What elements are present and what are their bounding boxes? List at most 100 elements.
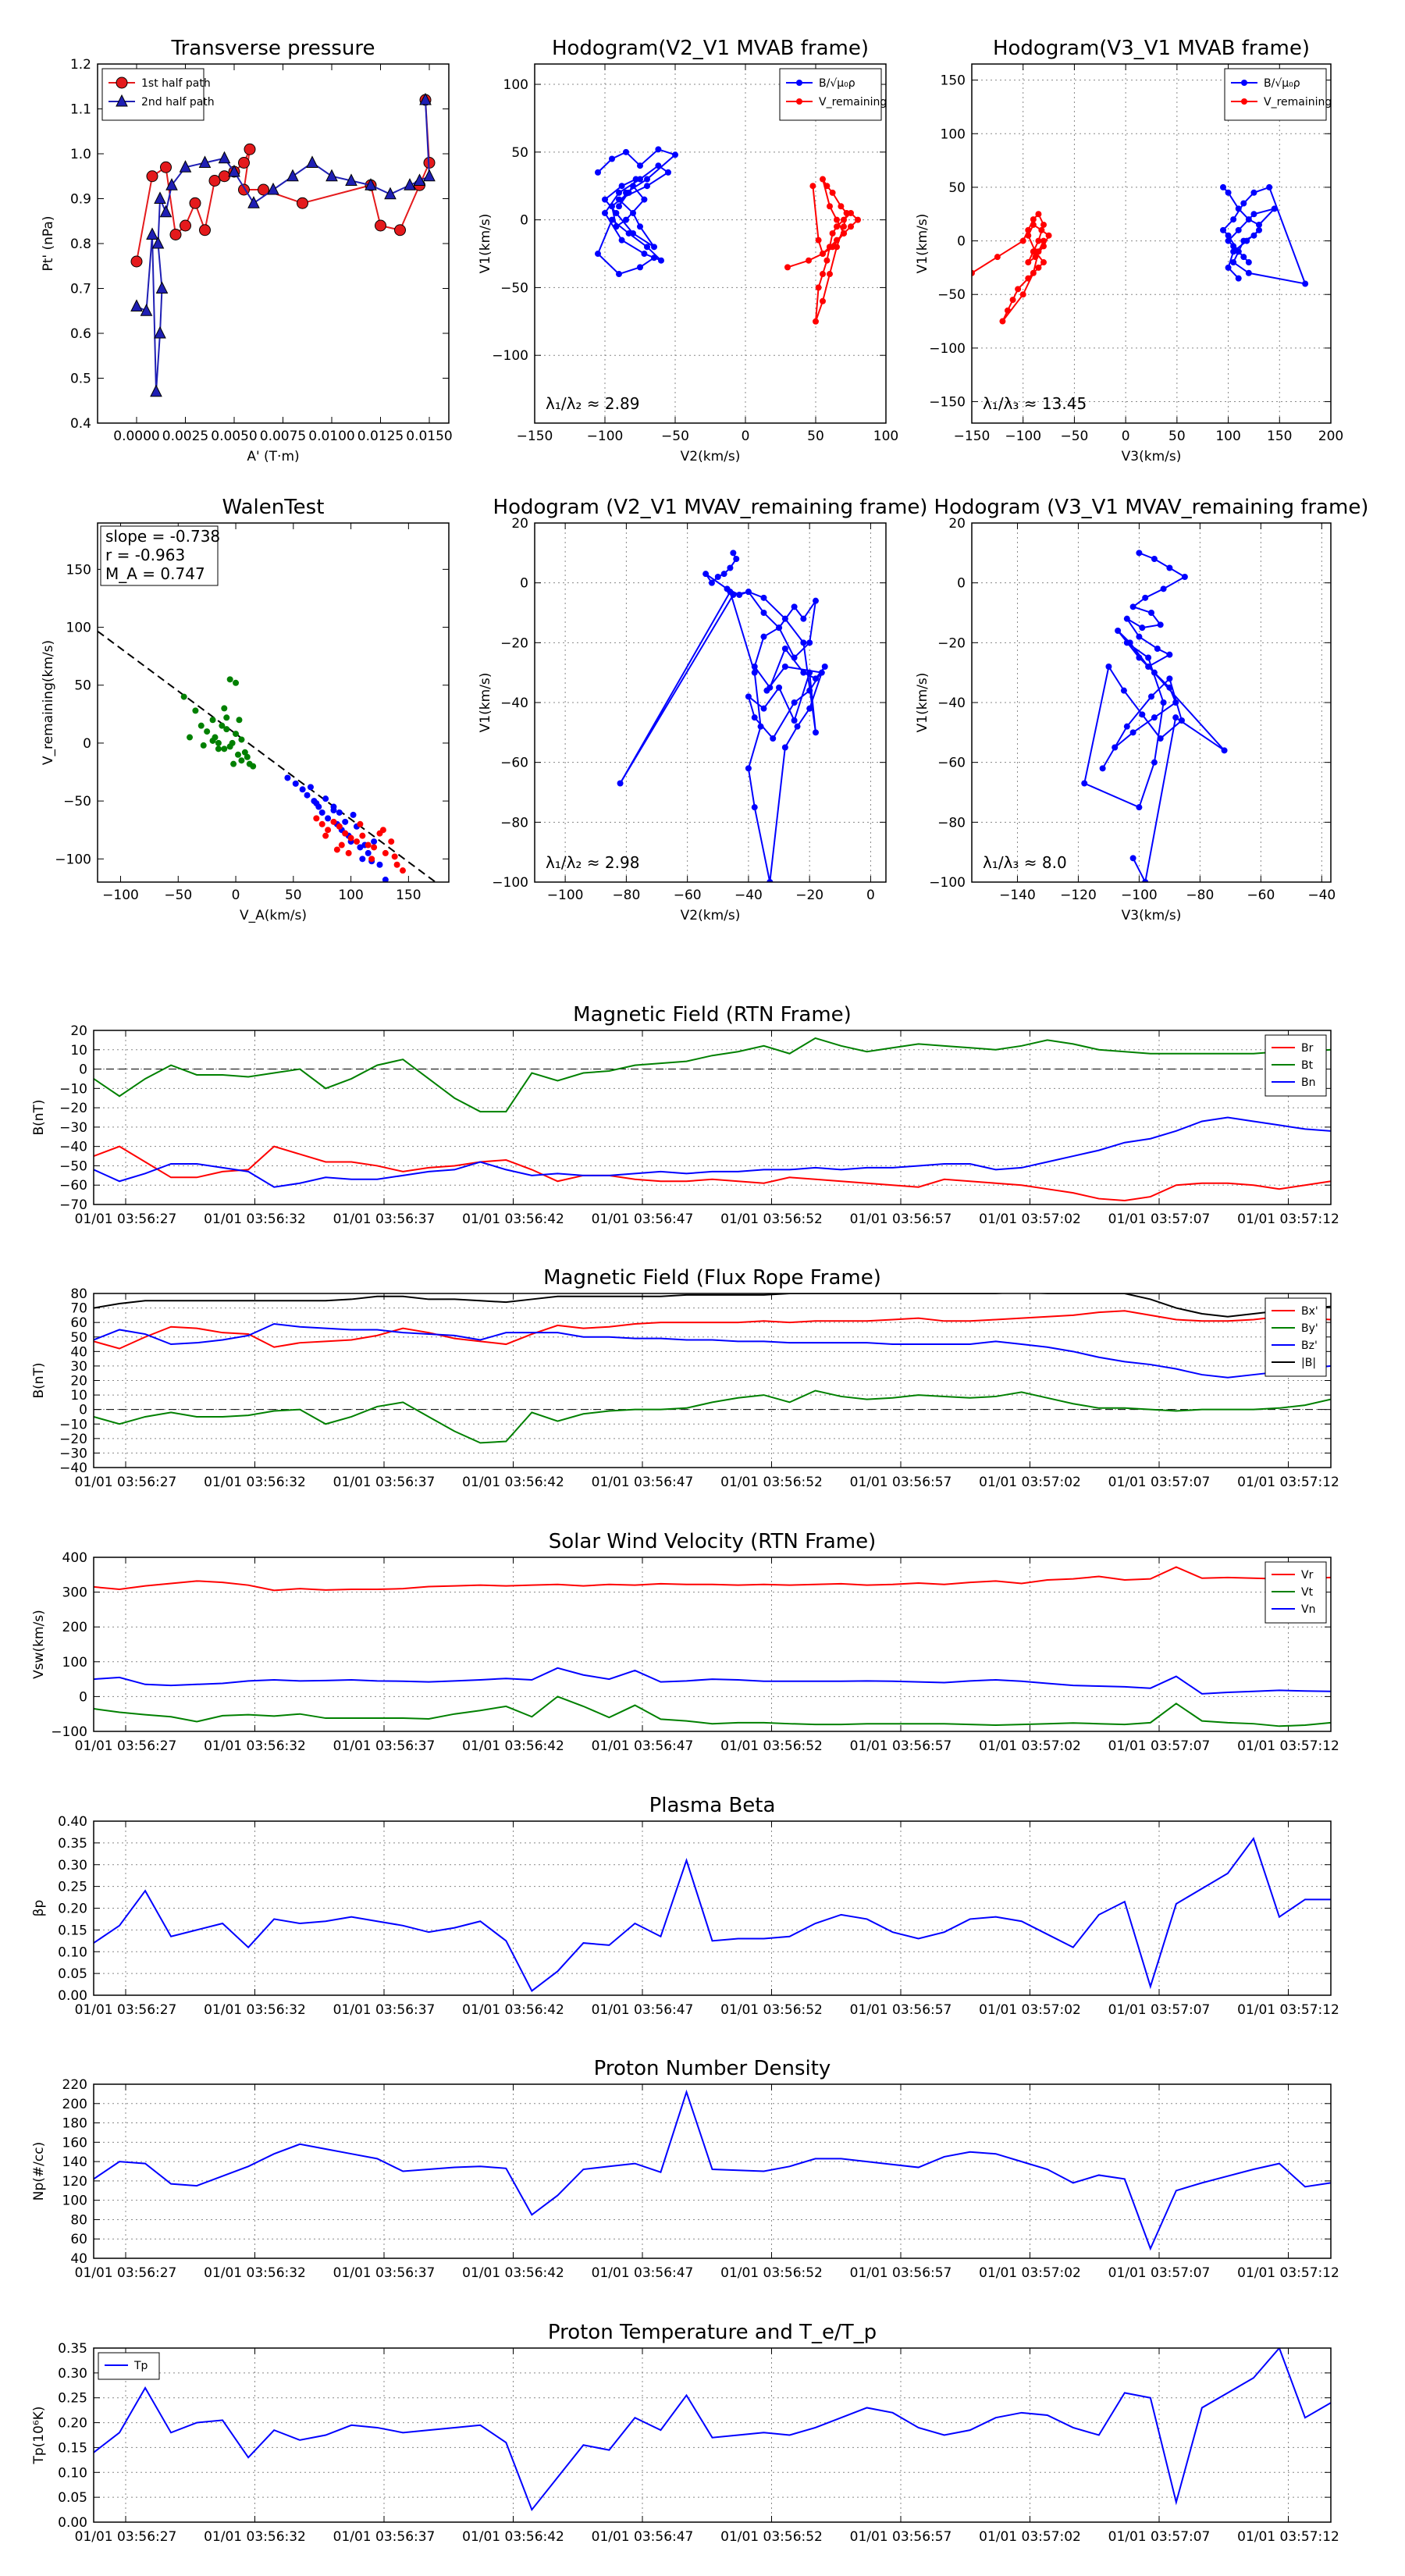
data-point	[637, 264, 643, 271]
y-tick-label: −50	[59, 1158, 87, 1174]
data-point	[299, 786, 306, 793]
data-point	[325, 169, 338, 182]
data-point	[736, 592, 743, 598]
data-point	[284, 774, 291, 781]
data-point	[1166, 675, 1173, 682]
data-point	[365, 841, 372, 849]
y-tick-label: 300	[62, 1585, 87, 1601]
series-line-2	[94, 1116, 1331, 1188]
x-tick-label: 01/01 03:56:52	[720, 2002, 823, 2018]
data-point	[235, 751, 241, 758]
data-point	[800, 639, 807, 646]
y-tick-label: −150	[929, 395, 966, 411]
data-point	[618, 237, 625, 244]
y-tick-label: 0	[79, 1403, 87, 1418]
plot-area	[94, 1837, 1331, 1992]
annotation: λ₁/λ₃ ≈ 13.45	[983, 394, 1087, 413]
data-point	[192, 707, 199, 714]
y-tick-label: 20	[948, 516, 966, 532]
data-point	[1240, 200, 1247, 207]
x-tick-label: 01/01 03:56:57	[850, 2002, 952, 2018]
data-point	[359, 856, 366, 863]
data-point	[1025, 259, 1032, 266]
y-axis-label: βp	[31, 1900, 47, 1917]
y-tick-label: 0.05	[58, 1966, 87, 1982]
axes-frame	[534, 63, 887, 424]
data-point	[834, 216, 840, 223]
data-point	[813, 729, 819, 736]
y-tick-label: 0.35	[58, 1836, 87, 1852]
data-point	[1120, 687, 1127, 694]
data-point	[1035, 211, 1042, 218]
x-tick-label: 100	[338, 888, 363, 903]
axes-frame	[93, 2083, 1332, 2259]
data-point	[781, 615, 788, 622]
y-tick-label: 0	[520, 576, 528, 592]
y-tick-label: 0.35	[58, 2341, 87, 2357]
stats-line: r = -0.963	[105, 546, 185, 564]
data-point	[702, 571, 710, 578]
data-point	[1123, 639, 1130, 646]
axes-frame	[97, 63, 450, 424]
series-line-0	[94, 2089, 1331, 2251]
y-tick-label: 150	[66, 562, 91, 578]
data-point	[221, 745, 228, 753]
data-point	[1160, 585, 1167, 592]
y-tick-label: 50	[70, 1330, 87, 1346]
legend-marker	[1241, 98, 1247, 105]
x-tick-label: 01/01 03:56:52	[720, 1212, 823, 1227]
data-point	[751, 804, 758, 811]
y-tick-label: 100	[66, 621, 91, 636]
y-axis-label: Tp(10⁶K)	[31, 2406, 47, 2464]
plot-area	[1081, 550, 1228, 882]
y-tick-label: 50	[948, 180, 966, 196]
chart-6: Magnetic Field (RTN Frame) 01/01 03:56:27…	[31, 1003, 1339, 1227]
y-tick-label: 10	[70, 1388, 87, 1404]
x-tick-label: 50	[285, 888, 302, 903]
y-tick-label: 140	[62, 2154, 87, 2170]
data-point	[223, 714, 230, 721]
y-tick-label: 80	[70, 1286, 87, 1302]
x-tick-label: 150	[396, 888, 421, 903]
y-axis-label: Vsw(km/s)	[31, 1610, 47, 1679]
data-point	[1240, 254, 1247, 261]
data-point	[1245, 269, 1252, 276]
data-point	[160, 161, 172, 173]
data-point	[1129, 729, 1136, 736]
x-tick-label: 01/01 03:56:47	[592, 2529, 694, 2545]
data-point	[1166, 564, 1173, 571]
data-point	[791, 699, 798, 706]
y-tick-label: −10	[59, 1417, 87, 1432]
legend-label: B/√μ₀ρ	[1264, 77, 1300, 90]
data-point	[806, 669, 813, 676]
data-point	[760, 633, 767, 640]
data-point	[236, 717, 243, 724]
data-point	[813, 597, 819, 604]
data-point	[155, 281, 169, 294]
data-point	[304, 792, 311, 799]
x-tick-label: 100	[873, 429, 898, 444]
data-point	[1035, 264, 1042, 271]
y-tick-label: 40	[70, 2251, 87, 2267]
chart-title: Hodogram(V3_V1 MVAB frame)	[993, 37, 1310, 60]
axes-frame	[93, 1557, 1332, 1732]
fit-line	[98, 630, 437, 882]
data-point	[359, 832, 366, 839]
chart-title: Solar Wind Velocity (RTN Frame)	[549, 1530, 876, 1553]
x-axis-label: V3(km/s)	[1122, 449, 1182, 464]
x-tick-label: 01/01 03:57:07	[1108, 2265, 1211, 2281]
y-tick-label: 1.0	[70, 147, 91, 162]
y-tick-label: 20	[70, 1023, 87, 1039]
y-tick-label: 60	[70, 1315, 87, 1331]
chart-1: Hodogram(V2_V1 MVAB frame) −150 −100 −50 0 50…	[478, 37, 898, 464]
x-tick-label: −60	[1247, 888, 1275, 903]
data-point	[781, 664, 788, 670]
x-tick-label: 01/01 03:57:02	[979, 1475, 1081, 1490]
x-tick-label: 01/01 03:56:42	[462, 1475, 564, 1490]
data-point	[733, 556, 740, 562]
x-tick-label: −80	[612, 888, 640, 903]
x-tick-label: 01/01 03:56:37	[333, 1738, 436, 1754]
axes-frame	[534, 522, 887, 883]
y-tick-label: −20	[59, 1432, 87, 1447]
